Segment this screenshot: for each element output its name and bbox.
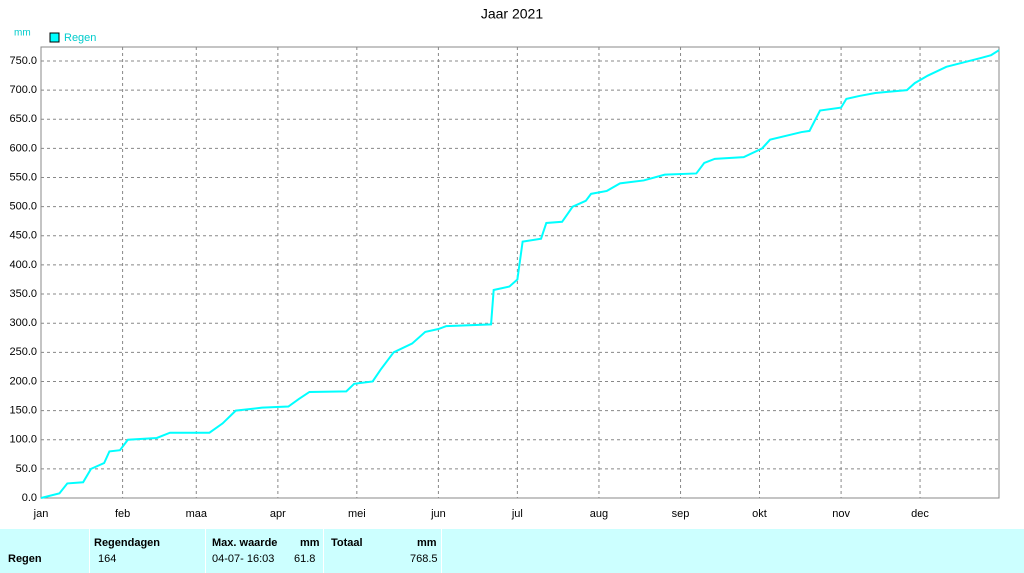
x-tick-label: feb (115, 508, 130, 520)
cell: 61.8 (294, 553, 316, 565)
y-tick-label: 100.0 (9, 434, 37, 446)
table-filler (442, 529, 1024, 573)
y-tick-label: 350.0 (9, 288, 37, 300)
legend-label: Regen (64, 32, 96, 44)
x-tick-label: jun (430, 508, 446, 520)
y-tick-label: 750.0 (9, 55, 37, 67)
x-tick-label: aug (590, 508, 608, 520)
header: Totaal (331, 537, 363, 549)
chart-title: Jaar 2021 (481, 6, 543, 22)
y-tick-label: 50.0 (16, 463, 37, 475)
x-tick-label: mei (348, 508, 366, 520)
cell: 164 (98, 553, 117, 565)
cell: 768.5 (410, 553, 438, 565)
x-tick-label: dec (911, 508, 929, 520)
legend-swatch (49, 32, 60, 43)
plot-frame (40, 46, 1000, 499)
x-tick-label: sep (672, 508, 690, 520)
row-label: Regen (8, 553, 42, 565)
y-tick-label: 300.0 (9, 317, 37, 329)
chart: Jaar 2021 mm Regen 0.0 50.0 100.0 150.0 200.… (9, 6, 1000, 520)
header: mm (417, 537, 437, 549)
y-tick-label: 150.0 (9, 405, 37, 417)
y-tick-label: 450.0 (9, 230, 37, 242)
table-cell: Totaal mm 768.5 (324, 529, 442, 573)
y-tick-label: 650.0 (9, 113, 37, 125)
x-tick-label: jul (511, 508, 523, 520)
header: mm (300, 537, 320, 549)
y-tick-label: 700.0 (9, 84, 37, 96)
header: Max. waarde (212, 537, 278, 549)
y-tick-label: 600.0 (9, 142, 37, 154)
y-tick-label: 250.0 (9, 346, 37, 358)
table-cell: Regen (0, 529, 90, 573)
x-tick-label: apr (270, 508, 286, 520)
y-unit: mm (14, 28, 31, 39)
x-tick-label: maa (186, 508, 208, 520)
table-cell: Regendagen 164 (90, 529, 206, 573)
x-tick-label: nov (832, 508, 850, 520)
rain-line (40, 49, 1000, 499)
y-tick-label: 550.0 (9, 171, 37, 183)
table-cell: Max. waarde mm 04-07- 16:03 61.8 (206, 529, 324, 573)
y-tick-label: 200.0 (9, 375, 37, 387)
x-tick-label: okt (752, 508, 767, 520)
header: Regendagen (94, 537, 161, 549)
y-tick-label: 0.0 (22, 492, 37, 504)
y-tick-label: 500.0 (9, 201, 37, 213)
x-tick-label: jan (33, 508, 49, 520)
cell: 04-07- 16:03 (212, 553, 275, 565)
y-tick-label: 400.0 (9, 259, 37, 271)
